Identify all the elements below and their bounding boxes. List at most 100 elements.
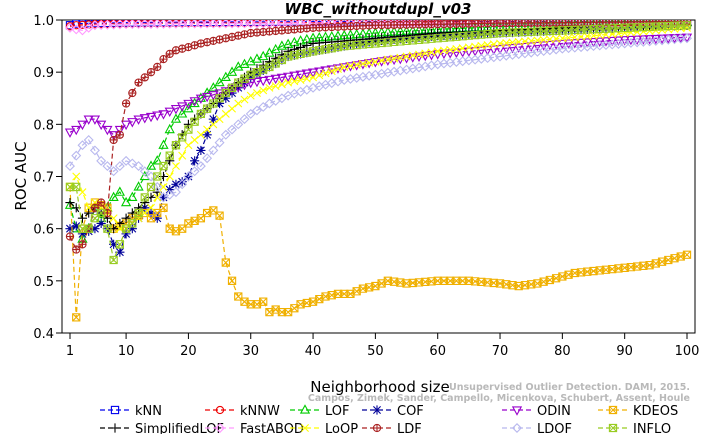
data-point-inflo (134, 208, 143, 218)
data-point-fastabod (71, 24, 82, 35)
legend-item-cof: COF (362, 404, 424, 419)
data-point-ldof (202, 153, 213, 164)
x-axis-label: Neighborhood size (310, 378, 449, 396)
data-point-simplifiedlof (77, 213, 88, 223)
data-point-odin (245, 78, 256, 89)
data-point-kdeos (227, 276, 237, 285)
y-tick-label: 0.6 (33, 223, 54, 238)
data-point-ldof (220, 129, 231, 140)
data-point-odin (544, 40, 556, 51)
data-point-odin (301, 69, 312, 79)
legend-label-loop: LoOP (325, 422, 358, 434)
data-point-odin (519, 42, 531, 53)
data-point-ldof (65, 161, 75, 172)
data-point-simplifiedlof (140, 197, 150, 208)
data-point-kdeos (682, 250, 692, 259)
data-point-loop (545, 35, 554, 44)
data-point-kdeos (215, 211, 224, 220)
legend-label-knnw: kNNW (240, 404, 280, 419)
data-point-odin (382, 56, 393, 66)
data-point-odin (482, 46, 493, 56)
legend-marker-simplifiedlof (110, 423, 120, 433)
data-point-simplifiedlof (133, 203, 144, 213)
data-point-cof (252, 69, 262, 79)
data-point-loop (234, 99, 243, 108)
data-point-ldof (83, 135, 94, 145)
data-point-inflo (146, 182, 156, 192)
data-point-inflo (171, 141, 181, 150)
legend-label-ldof: LDOF (537, 422, 572, 434)
data-point-ldof (71, 150, 82, 161)
data-point-odin (351, 61, 362, 71)
legend-marker-knn (110, 405, 120, 415)
legend-item-loop: LoOP (290, 422, 358, 434)
data-point-lof (164, 123, 175, 134)
data-point-loop (259, 86, 268, 95)
data-point-odin (264, 75, 275, 86)
data-point-cof (65, 224, 75, 234)
legend-item-kdeos: KDEOS (598, 404, 678, 419)
data-point-ldf (134, 78, 143, 87)
data-point-inflo (72, 182, 81, 192)
data-point-ldf (115, 130, 125, 139)
data-point-cof (109, 239, 119, 249)
y-tick-label: 0.7 (33, 171, 54, 186)
data-point-ldof (208, 145, 219, 156)
x-tick-label: 90 (616, 344, 633, 359)
data-point-inflo (682, 21, 692, 30)
data-point-inflo (140, 193, 149, 202)
data-point-ldf (97, 198, 106, 207)
series-cof (65, 20, 692, 257)
data-point-odin (501, 44, 512, 54)
legend-marker-ldof (512, 423, 522, 433)
data-point-ldf (65, 232, 75, 241)
data-point-odin (108, 131, 119, 141)
legend-label-inflo: INFLO (633, 422, 671, 434)
legend-label-lof: LOF (325, 404, 350, 419)
data-point-ldof (127, 158, 138, 169)
data-point-odin (332, 64, 344, 74)
data-point-odin (314, 67, 325, 77)
data-point-ldf (109, 135, 118, 145)
legend-item-fastabod: FastABOD (205, 422, 304, 434)
data-point-loop (371, 57, 380, 66)
data-point-lof (152, 155, 163, 165)
data-point-loop (277, 80, 286, 89)
data-point-loop (190, 135, 199, 144)
data-point-odin (538, 41, 549, 51)
data-point-loop (396, 53, 405, 62)
data-point-lof (276, 40, 288, 50)
data-point-odin (89, 115, 101, 125)
data-point-loop (402, 52, 411, 61)
data-point-lof (127, 191, 138, 202)
data-point-loop (352, 60, 361, 69)
data-point-loop (252, 89, 261, 98)
data-point-loop (203, 125, 212, 134)
data-point-loop (508, 38, 517, 47)
data-point-odin (588, 37, 599, 48)
data-point-ldof (108, 166, 119, 177)
data-point-cof (71, 221, 81, 231)
y-axis-label: ROC AUC (12, 141, 30, 210)
data-point-loop (171, 162, 180, 171)
data-point-ldof (245, 108, 256, 119)
x-tick-label: 100 (675, 344, 700, 359)
data-point-ldf (159, 54, 168, 64)
data-point-lof (214, 76, 225, 87)
data-point-ldof (195, 161, 206, 172)
data-point-loop (390, 54, 399, 63)
data-point-cof (140, 203, 150, 213)
credit-line-2: Campos, Zimek, Sander, Campello, Micenko… (308, 393, 690, 404)
data-point-odin (619, 36, 630, 46)
data-point-lof (114, 186, 125, 196)
data-point-ldf (153, 62, 162, 72)
data-point-ldof (96, 155, 107, 166)
data-point-ldof (227, 124, 238, 135)
data-point-odin (563, 39, 574, 49)
data-point-loop (209, 120, 218, 129)
data-point-odin (307, 68, 319, 78)
data-point-odin (83, 115, 94, 125)
data-point-loop (240, 95, 249, 104)
data-point-inflo (178, 133, 187, 142)
data-point-loop (153, 193, 162, 202)
